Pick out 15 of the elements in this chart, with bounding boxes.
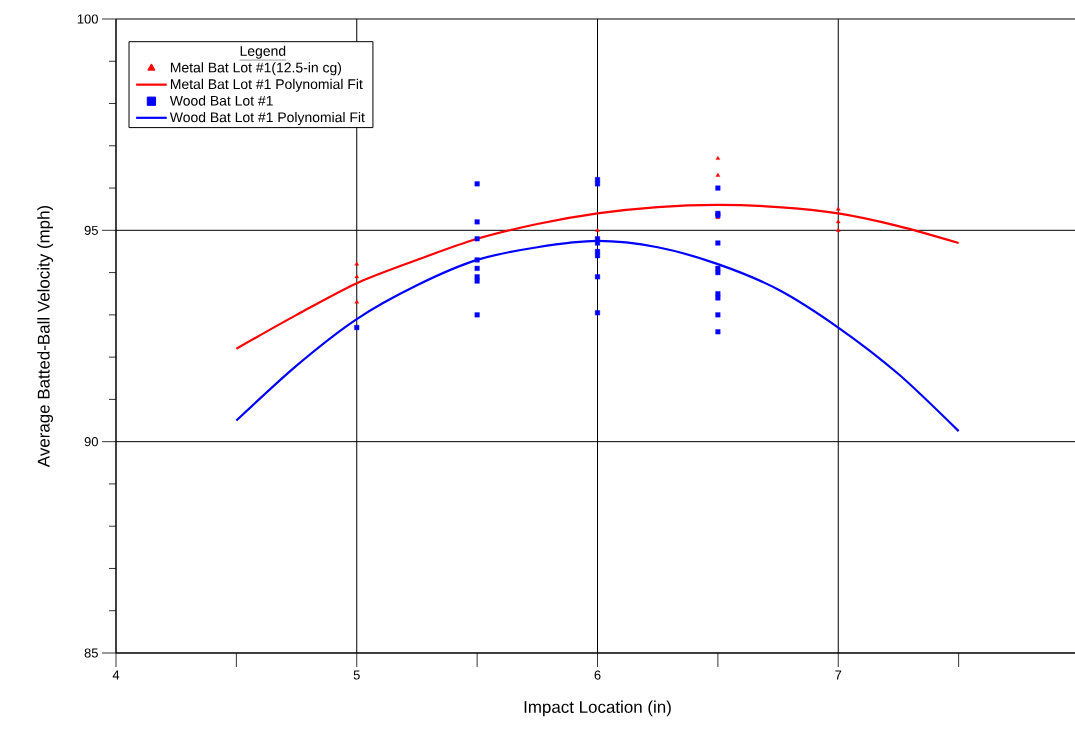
- y-tick-label: 90: [84, 437, 98, 447]
- legend-title: Legend: [240, 45, 286, 59]
- legend-label: Metal Bat Lot #1 Polynomial Fit: [170, 78, 363, 92]
- x-axis-title: Impact Location (in): [524, 700, 671, 717]
- x-tick-label: 6: [594, 670, 601, 680]
- x-tick-label: 4: [112, 670, 120, 680]
- y-tick-label: 95: [84, 225, 98, 235]
- legend-label: Wood Bat Lot #1: [169, 95, 273, 106]
- legend-label: Metal Bat Lot #1(12.5-in cg): [170, 62, 342, 76]
- x-tick-label: 5: [353, 670, 360, 680]
- y-tick-label: 85: [84, 648, 98, 658]
- legend-label: Wood Bat Lot #1 Polynomial Fit: [169, 112, 365, 126]
- x-tick-label: 7: [835, 670, 842, 680]
- y-tick-label: 100: [77, 14, 98, 24]
- y-axis-title: Average Batted-Ball Velocity (mph): [37, 205, 54, 468]
